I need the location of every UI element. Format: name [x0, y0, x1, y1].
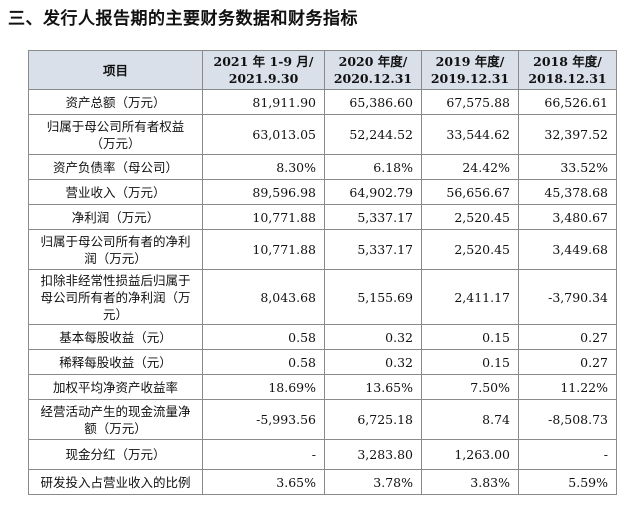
header-2019: 2019 年度/ 2019.12.31 [421, 50, 519, 90]
row-label: 扣除非经常性损益后归属于母公司所有者的净利润（万元） [28, 269, 203, 325]
row-value: 0.32 [324, 349, 422, 375]
header-2018: 2018 年度/ 2018.12.31 [518, 50, 617, 90]
table-row: 加权平均净资产收益率 18.69% 13.65% 7.50% 11.22% [28, 374, 617, 400]
row-value: 8.74 [421, 399, 519, 440]
row-value: 24.42% [421, 154, 519, 180]
row-value: 45,378.68 [518, 179, 617, 205]
row-value: 67,575.88 [421, 89, 519, 115]
row-value: 64,902.79 [324, 179, 422, 205]
row-label: 资产负债率（母公司） [28, 154, 203, 180]
row-value: 10,771.88 [202, 229, 325, 270]
row-value: 3.65% [202, 469, 325, 495]
row-value: 0.32 [324, 324, 422, 350]
header-2020: 2020 年度/ 2020.12.31 [324, 50, 422, 90]
row-value: 0.58 [202, 324, 325, 350]
header-item: 项目 [28, 50, 203, 90]
row-value: 2,411.17 [421, 269, 519, 325]
row-value: -5,993.56 [202, 399, 325, 440]
row-label: 归属于母公司所有者权益（万元） [28, 114, 203, 155]
row-value: 6.18% [324, 154, 422, 180]
row-label: 营业收入（万元） [28, 179, 203, 205]
row-value: 18.69% [202, 374, 325, 400]
row-value: 66,526.61 [518, 89, 617, 115]
header-2019-line1: 2019 年度/ [435, 54, 505, 69]
row-value: 3.78% [324, 469, 422, 495]
row-value: 5,337.17 [324, 204, 422, 230]
row-label: 加权平均净资产收益率 [28, 374, 203, 400]
table-header-row: 项目 2021 年 1-9 月/ 2021.9.30 2020 年度/ 2020… [28, 50, 617, 90]
header-2019-line2: 2019.12.31 [430, 71, 510, 86]
row-label: 现金分红（万元） [28, 439, 203, 470]
row-value: 0.58 [202, 349, 325, 375]
row-value: 52,244.52 [324, 114, 422, 155]
row-label: 稀释每股收益（元） [28, 349, 203, 375]
row-value: 11.22% [518, 374, 617, 400]
row-value: 0.27 [518, 324, 617, 350]
row-value: 13.65% [324, 374, 422, 400]
row-value: 33,544.62 [421, 114, 519, 155]
row-label: 经营活动产生的现金流量净额（万元） [28, 399, 203, 440]
row-value: 32,397.52 [518, 114, 617, 155]
row-value: 3,283.80 [324, 439, 422, 470]
row-value: - [202, 439, 325, 470]
header-2021-q3: 2021 年 1-9 月/ 2021.9.30 [202, 50, 325, 90]
row-label: 归属于母公司所有者的净利润（万元） [28, 229, 203, 270]
table-row: 归属于母公司所有者权益（万元） 63,013.05 52,244.52 33,544.… [28, 114, 617, 155]
row-value: 10,771.88 [202, 204, 325, 230]
header-2018-line2: 2018.12.31 [528, 71, 607, 86]
row-value: 0.15 [421, 324, 519, 350]
header-2021-q3-line1: 2021 年 1-9 月/ [213, 54, 314, 69]
row-value: 33.52% [518, 154, 617, 180]
row-label: 研发投入占营业收入的比例 [28, 469, 203, 495]
row-value: -8,508.73 [518, 399, 617, 440]
row-value: 56,656.67 [421, 179, 519, 205]
header-2018-line1: 2018 年度/ [533, 54, 602, 69]
row-value: 3,449.68 [518, 229, 617, 270]
row-label: 净利润（万元） [28, 204, 203, 230]
row-value: 0.27 [518, 349, 617, 375]
table-row: 扣除非经常性损益后归属于母公司所有者的净利润（万元） 8,043.68 5,155.… [28, 269, 617, 325]
table-row: 资产负债率（母公司） 8.30% 6.18% 24.42% 33.52% [28, 154, 617, 180]
row-value: 7.50% [421, 374, 519, 400]
header-2021-q3-line2: 2021.9.30 [228, 71, 299, 86]
header-2020-line2: 2020.12.31 [333, 71, 413, 86]
table-row: 资产总额（万元） 81,911.90 65,386.60 67,575.88 66,52… [28, 89, 617, 115]
table-row: 净利润（万元） 10,771.88 5,337.17 2,520.45 3,480.67 [28, 204, 617, 230]
row-value: 3.83% [421, 469, 519, 495]
table-row: 现金分红（万元） -3,283.80 1,263.00- [28, 439, 617, 470]
row-value: 81,911.90 [202, 89, 325, 115]
row-value: 1,263.00 [421, 439, 519, 470]
row-value: -3,790.34 [518, 269, 617, 325]
row-value: 8,043.68 [202, 269, 325, 325]
row-label: 资产总额（万元） [28, 89, 203, 115]
financial-data-table: 项目 2021 年 1-9 月/ 2021.9.30 2020 年度/ 2020… [28, 50, 617, 495]
row-value: 2,520.45 [421, 204, 519, 230]
row-value: 0.15 [421, 349, 519, 375]
row-value: 5.59% [518, 469, 617, 495]
table-row: 归属于母公司所有者的净利润（万元） 10,771.88 5,337.17 2,520.… [28, 229, 617, 270]
row-value: 8.30% [202, 154, 325, 180]
row-value: 5,337.17 [324, 229, 422, 270]
row-value: 63,013.05 [202, 114, 325, 155]
row-value: 3,480.67 [518, 204, 617, 230]
table-row: 经营活动产生的现金流量净额（万元） -5,993.56 6,725.18 8.74 -8… [28, 399, 617, 440]
section-title: 三、发行人报告期的主要财务数据和财务指标 [8, 9, 358, 29]
row-value: 89,596.98 [202, 179, 325, 205]
row-value: 2,520.45 [421, 229, 519, 270]
table-row: 研发投入占营业收入的比例 3.65% 3.78% 3.83% 5.59% [28, 469, 617, 495]
header-2020-line1: 2020 年度/ [338, 54, 408, 69]
table-row: 营业收入（万元） 89,596.98 64,902.79 56,656.67 45,37… [28, 179, 617, 205]
row-value: 5,155.69 [324, 269, 422, 325]
row-value: - [518, 439, 617, 470]
table-row: 基本每股收益（元） 0.58 0.32 0.15 0.27 [28, 324, 617, 350]
row-label: 基本每股收益（元） [28, 324, 203, 350]
row-value: 6,725.18 [324, 399, 422, 440]
row-value: 65,386.60 [324, 89, 422, 115]
table-row: 稀释每股收益（元） 0.58 0.32 0.15 0.27 [28, 349, 617, 375]
